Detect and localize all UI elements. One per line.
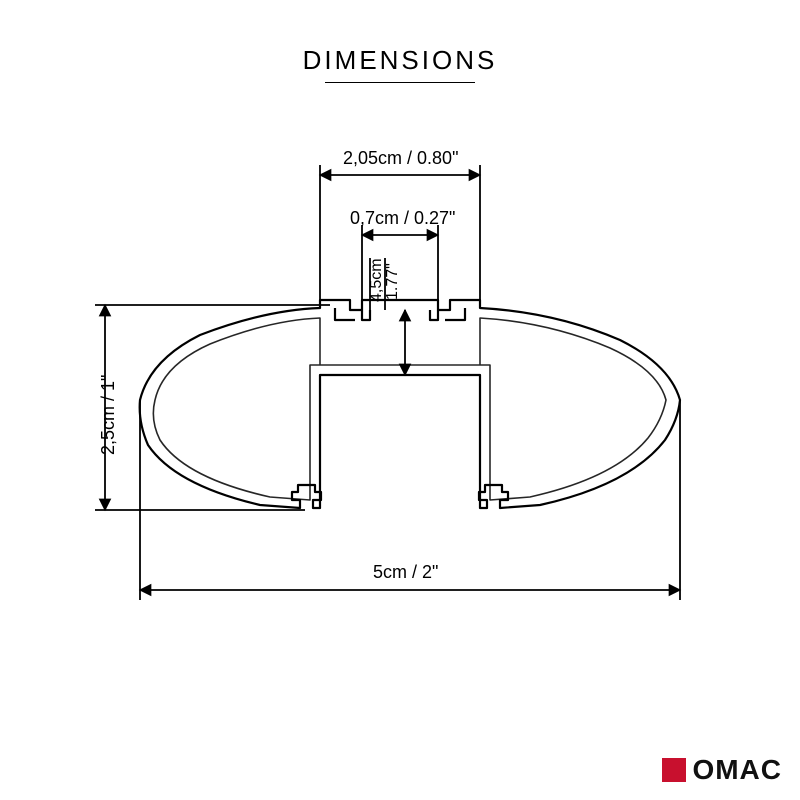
brand-logo: OMAC <box>662 754 782 786</box>
label-top-inner: 0,7cm / 0.27" <box>350 208 455 229</box>
dimension-diagram <box>0 0 800 800</box>
label-width: 5cm / 2" <box>373 562 438 583</box>
profile-outline <box>140 300 680 508</box>
label-depth-b: 1.77" <box>384 263 402 300</box>
logo-text: OMAC <box>692 754 782 786</box>
label-top-outer: 2,05cm / 0.80" <box>343 148 458 169</box>
label-height: 2,5cm / 1" <box>98 375 119 455</box>
logo-accent-square <box>662 758 686 782</box>
